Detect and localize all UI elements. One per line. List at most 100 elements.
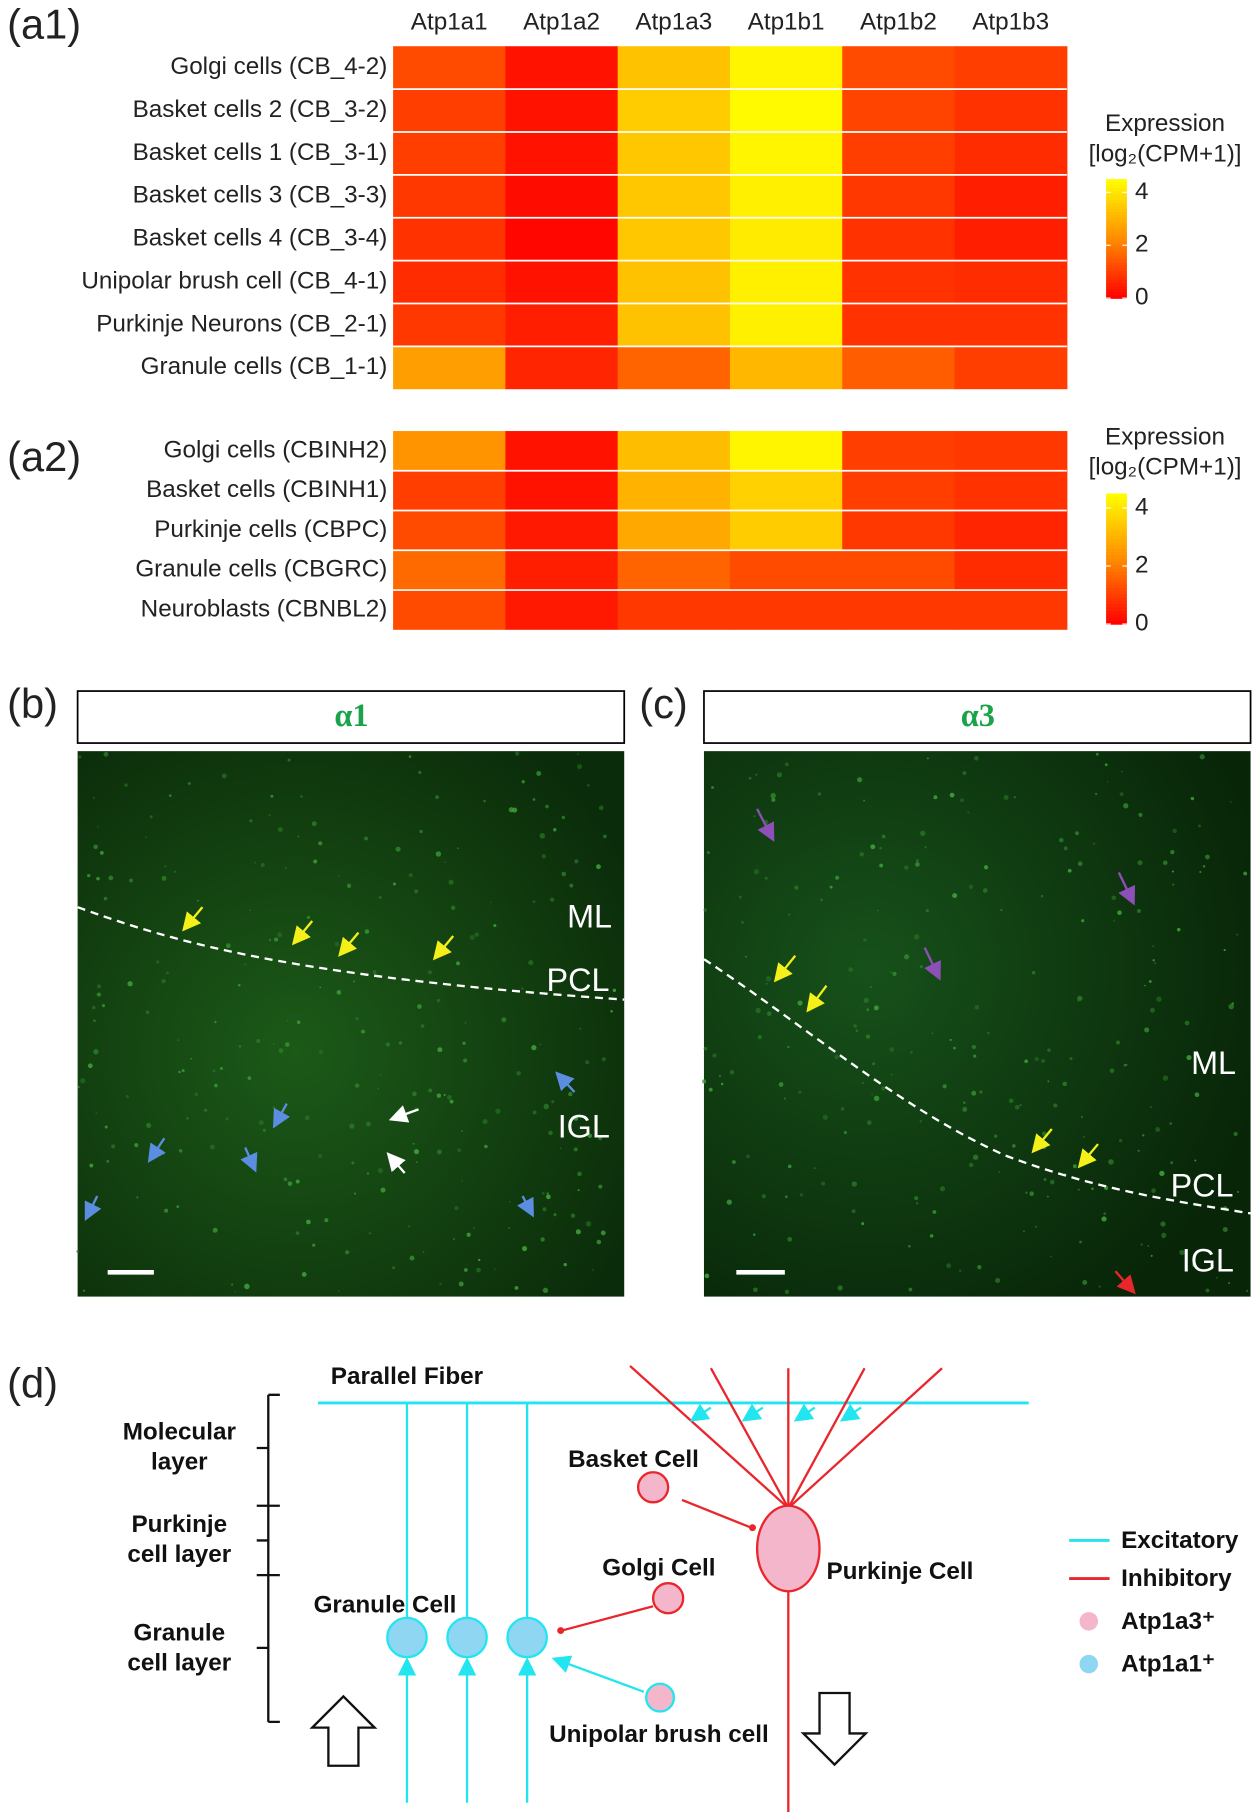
granule-soma [506, 1616, 548, 1659]
panel-header [76, 690, 626, 744]
speck [450, 905, 456, 910]
speck [993, 1134, 998, 1138]
heat-cell [729, 217, 843, 261]
speck [794, 885, 799, 890]
diagram: (d) Parallel Fiber [7, 1360, 1110, 1812]
speck [338, 875, 340, 877]
speck [295, 1231, 300, 1236]
speck [813, 1167, 816, 1169]
colorbar-step [1106, 545, 1127, 550]
speck [436, 998, 441, 1003]
speck [543, 1103, 549, 1110]
colorbar-step [1106, 601, 1127, 606]
heat-cell [617, 89, 731, 132]
speck [469, 934, 475, 940]
speck [904, 865, 909, 870]
heat-cell [729, 346, 843, 390]
speck [1034, 1057, 1039, 1062]
layer-label: Granule [133, 1619, 225, 1646]
cell-label: Purkinje Cell [826, 1558, 973, 1585]
colorbar-step [1106, 241, 1127, 246]
speck [788, 913, 791, 916]
speck [532, 900, 536, 904]
speck [1222, 1226, 1228, 1232]
speck [258, 1120, 264, 1126]
speck [1155, 1127, 1161, 1133]
speck [1106, 781, 1109, 783]
speck [745, 955, 747, 958]
speck [598, 1136, 603, 1141]
speck [579, 1027, 582, 1030]
speck [539, 833, 546, 839]
speck [439, 1282, 442, 1285]
colorbar-title: Expression [1105, 110, 1225, 137]
speck [731, 1160, 736, 1164]
speck [301, 1272, 307, 1277]
arrow [1117, 871, 1136, 906]
speck [881, 834, 886, 839]
speck [573, 1116, 579, 1121]
speck [866, 1008, 870, 1012]
speck [1190, 796, 1195, 801]
speck [1079, 1240, 1082, 1244]
speck [703, 908, 707, 912]
speck [194, 1092, 199, 1097]
speck [521, 780, 525, 784]
speck [415, 1107, 417, 1109]
heat-cell [842, 131, 956, 175]
colorbar-step [1106, 211, 1127, 216]
speck [411, 1091, 417, 1097]
arrow [272, 1103, 291, 1129]
speck [355, 1017, 359, 1021]
speck [892, 971, 897, 976]
speck [561, 871, 567, 877]
arrow [388, 1105, 419, 1123]
speck [237, 983, 241, 987]
speck [867, 1120, 872, 1125]
speck [238, 1045, 242, 1048]
speck [306, 1219, 311, 1225]
heat-cell [393, 431, 506, 471]
heat-cell [842, 303, 956, 347]
speck [166, 971, 169, 975]
colorbar-step [1106, 223, 1127, 228]
heat-cell [842, 346, 956, 390]
speck [835, 875, 840, 880]
speck [447, 1094, 452, 1100]
speck [398, 1041, 403, 1045]
speck [149, 815, 153, 819]
speck [93, 1049, 99, 1055]
ubc-soma [645, 1682, 676, 1713]
heat-cell [505, 346, 619, 390]
speck [834, 1054, 839, 1060]
speck [541, 854, 546, 859]
speck [598, 1184, 603, 1189]
row-label: Golgi cells (CBINH2) [164, 436, 388, 463]
speck [452, 1237, 455, 1241]
speck [1162, 1236, 1165, 1239]
speck [1008, 1098, 1014, 1103]
speck [949, 1038, 952, 1042]
speck [287, 1181, 293, 1187]
speck [1216, 1276, 1218, 1279]
speck [87, 873, 91, 878]
colorbar-step [1106, 617, 1127, 622]
speck [916, 1202, 919, 1205]
speck [443, 1093, 446, 1096]
speck [482, 1119, 488, 1125]
speck [1095, 792, 1098, 796]
speck [91, 1005, 96, 1010]
colorbar-step [1106, 607, 1127, 612]
speck [422, 1251, 425, 1253]
speck [449, 1099, 454, 1104]
speck [306, 915, 311, 919]
heat-cell [729, 470, 843, 511]
legend-label: Atp1a1⁺ [1121, 1651, 1215, 1678]
speck [778, 1082, 784, 1087]
speck [106, 1159, 110, 1163]
speck [761, 1194, 766, 1199]
speck [457, 1148, 462, 1153]
speck [385, 1042, 390, 1047]
speck [1140, 1243, 1143, 1246]
dashed-boundary [703, 958, 1251, 1215]
